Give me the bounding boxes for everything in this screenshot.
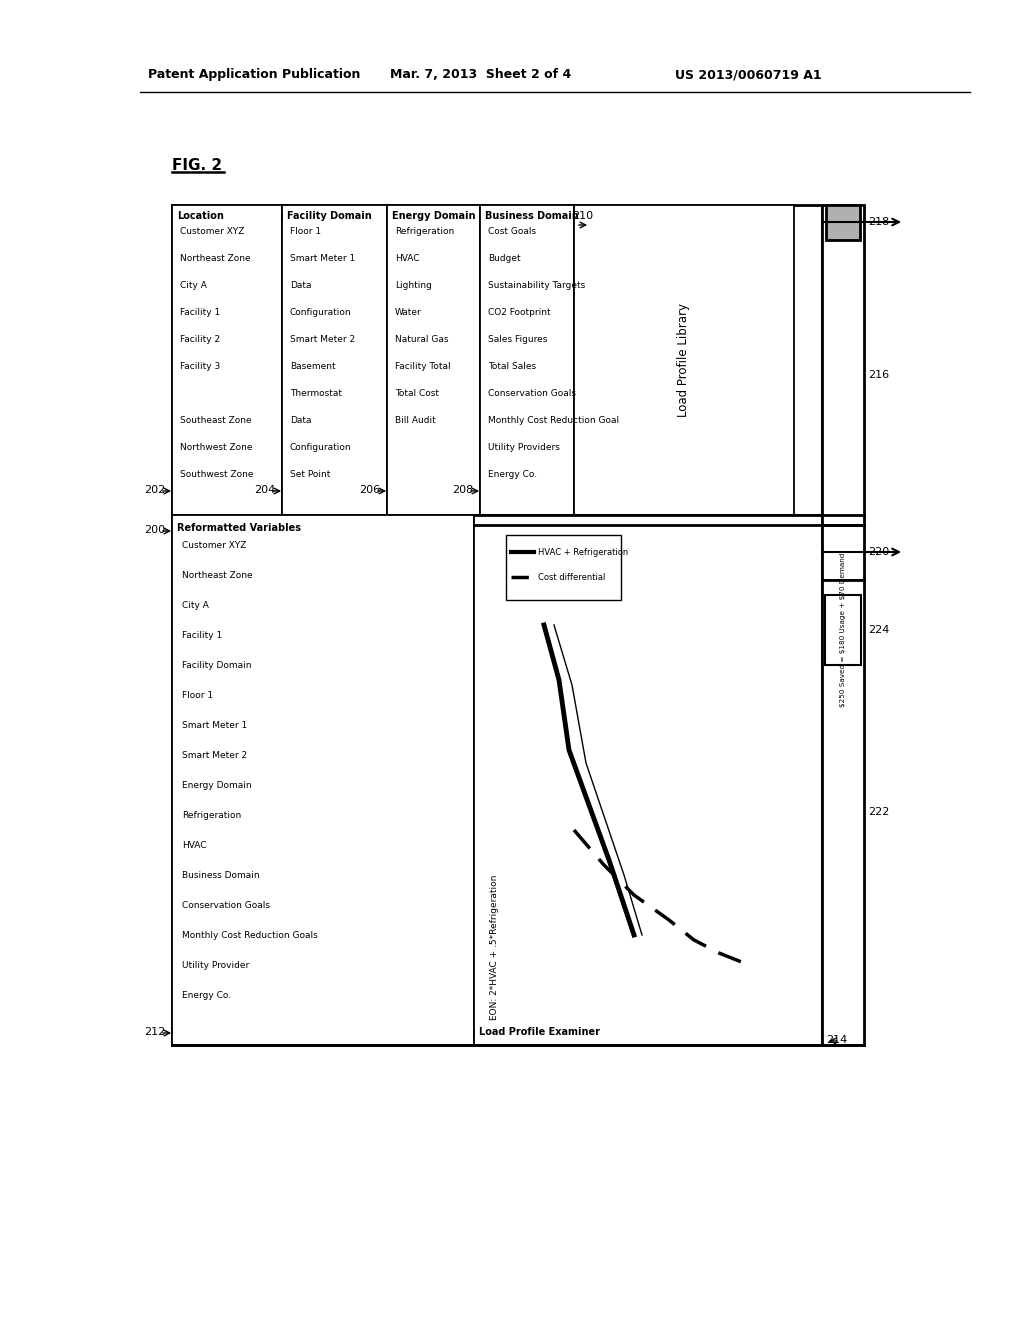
Text: HVAC: HVAC [182,841,207,850]
Bar [822,579,864,1045]
Text: Facility 2: Facility 2 [180,335,220,345]
Text: Total Sales: Total Sales [488,362,537,371]
Text: 220: 220 [868,546,889,557]
Text: Basement: Basement [290,362,336,371]
Text: Southwest Zone: Southwest Zone [180,470,254,479]
Bar [387,205,480,515]
Text: Facility 1: Facility 1 [180,308,220,317]
Text: Facility 3: Facility 3 [180,362,220,371]
Text: Facility 1: Facility 1 [182,631,222,640]
Text: Configuration: Configuration [290,444,351,451]
Text: US 2013/0060719 A1: US 2013/0060719 A1 [675,69,821,81]
Text: 206: 206 [359,484,380,495]
Bar [506,535,621,601]
Text: FIG. 2: FIG. 2 [172,158,222,173]
Bar [172,205,822,1045]
Bar [172,515,474,1045]
Text: Data: Data [290,281,311,290]
Text: CO2 Footprint: CO2 Footprint [488,308,551,317]
Text: Location: Location [177,211,224,220]
Text: Smart Meter 1: Smart Meter 1 [290,253,355,263]
Text: City A: City A [180,281,207,290]
Text: Facility Domain: Facility Domain [287,211,372,220]
Text: 200: 200 [144,525,165,535]
Text: Floor 1: Floor 1 [182,690,213,700]
Text: 208: 208 [452,484,473,495]
Text: Monthly Cost Reduction Goals: Monthly Cost Reduction Goals [182,931,317,940]
Text: Smart Meter 2: Smart Meter 2 [182,751,247,760]
Bar [822,205,864,525]
Text: Smart Meter 1: Smart Meter 1 [182,721,247,730]
Text: Set Point: Set Point [290,470,331,479]
Bar [480,205,574,515]
Text: 218: 218 [868,216,889,227]
Text: 222: 222 [868,807,890,817]
Text: 212: 212 [144,1027,165,1038]
Text: Patent Application Publication: Patent Application Publication [148,69,360,81]
Text: Energy Domain: Energy Domain [392,211,475,220]
Text: Northeast Zone: Northeast Zone [180,253,251,263]
Bar [574,205,794,515]
Text: Water: Water [395,308,422,317]
Text: Utility Providers: Utility Providers [488,444,560,451]
Text: Refrigeration: Refrigeration [182,810,242,820]
Text: Bill Audit: Bill Audit [395,416,436,425]
Text: 210: 210 [572,211,593,220]
Text: Business Domain: Business Domain [182,871,260,880]
Text: Energy Co.: Energy Co. [182,991,231,1001]
Text: Energy Domain: Energy Domain [182,781,252,789]
Text: Sales Figures: Sales Figures [488,335,548,345]
Text: Energy Co.: Energy Co. [488,470,538,479]
Bar [825,595,861,665]
Bar [172,205,282,515]
Text: Conservation Goals: Conservation Goals [488,389,575,399]
Text: Monthly Cost Reduction Goal: Monthly Cost Reduction Goal [488,416,620,425]
Text: Budget: Budget [488,253,520,263]
Text: 214: 214 [826,1035,847,1045]
Text: Facility Total: Facility Total [395,362,451,371]
Text: Refrigeration: Refrigeration [395,227,455,236]
Bar [282,205,387,515]
Text: Load Profile Library: Load Profile Library [678,304,690,417]
Text: Cost Goals: Cost Goals [488,227,537,236]
Text: Configuration: Configuration [290,308,351,317]
Bar [822,525,864,579]
Text: Business Domain: Business Domain [485,211,579,220]
Text: 204: 204 [254,484,275,495]
Text: Customer XYZ: Customer XYZ [182,541,247,550]
Text: Reformatted Variables: Reformatted Variables [177,523,301,533]
Text: Cost differential: Cost differential [538,573,605,582]
Text: Total Cost: Total Cost [395,389,439,399]
Bar [826,205,860,240]
Text: Utility Provider: Utility Provider [182,961,249,970]
Text: Conservation Goals: Conservation Goals [182,902,270,909]
Text: Data: Data [290,416,311,425]
Text: EON: 2*HVAC + .5*Refrigeration: EON: 2*HVAC + .5*Refrigeration [490,875,499,1020]
Text: Natural Gas: Natural Gas [395,335,449,345]
Text: HVAC + Refrigeration: HVAC + Refrigeration [538,548,629,557]
Text: 202: 202 [144,484,165,495]
Text: Facility Domain: Facility Domain [182,661,252,671]
Text: $250 Saved = $180 Usage + $70 Demand: $250 Saved = $180 Usage + $70 Demand [840,553,846,708]
Text: 224: 224 [868,624,890,635]
Text: Northeast Zone: Northeast Zone [182,572,253,579]
Bar [474,515,822,1045]
Text: Northwest Zone: Northwest Zone [180,444,253,451]
Text: Smart Meter 2: Smart Meter 2 [290,335,355,345]
Text: Mar. 7, 2013  Sheet 2 of 4: Mar. 7, 2013 Sheet 2 of 4 [390,69,571,81]
Text: 216: 216 [868,370,889,380]
Text: HVAC: HVAC [395,253,420,263]
Text: Thermostat: Thermostat [290,389,342,399]
Text: Sustainability Targets: Sustainability Targets [488,281,586,290]
Text: Lighting: Lighting [395,281,432,290]
Text: City A: City A [182,601,209,610]
Text: Floor 1: Floor 1 [290,227,322,236]
Text: Southeast Zone: Southeast Zone [180,416,252,425]
Text: Load Profile Examiner: Load Profile Examiner [479,1027,600,1038]
Text: Customer XYZ: Customer XYZ [180,227,245,236]
